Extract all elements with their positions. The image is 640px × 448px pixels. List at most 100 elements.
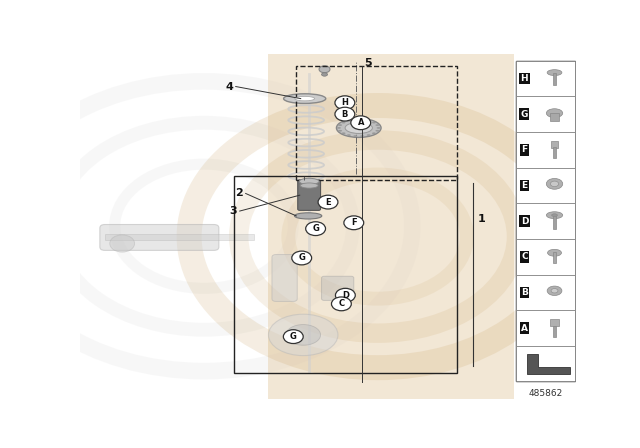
Ellipse shape bbox=[352, 120, 359, 125]
Ellipse shape bbox=[342, 133, 346, 134]
Ellipse shape bbox=[337, 118, 381, 138]
Ellipse shape bbox=[300, 178, 319, 185]
Bar bbox=[553, 252, 556, 263]
Ellipse shape bbox=[372, 133, 376, 134]
Circle shape bbox=[292, 251, 312, 265]
Bar bbox=[516, 60, 575, 96]
Ellipse shape bbox=[551, 289, 558, 293]
Ellipse shape bbox=[376, 130, 380, 132]
Bar bbox=[234, 176, 457, 373]
Bar bbox=[516, 132, 575, 168]
Ellipse shape bbox=[360, 119, 364, 121]
Ellipse shape bbox=[367, 134, 371, 136]
Bar bbox=[516, 168, 575, 203]
FancyBboxPatch shape bbox=[321, 276, 354, 301]
Ellipse shape bbox=[547, 109, 563, 117]
Circle shape bbox=[306, 222, 326, 236]
FancyBboxPatch shape bbox=[272, 254, 297, 302]
Text: G: G bbox=[290, 332, 297, 341]
Ellipse shape bbox=[300, 183, 318, 188]
Ellipse shape bbox=[347, 120, 351, 121]
Text: D: D bbox=[521, 216, 528, 225]
Text: 2: 2 bbox=[235, 189, 243, 198]
FancyBboxPatch shape bbox=[550, 319, 559, 326]
Text: 485862: 485862 bbox=[529, 389, 563, 398]
Ellipse shape bbox=[547, 286, 562, 296]
Text: E: E bbox=[522, 181, 527, 190]
Text: C: C bbox=[339, 299, 344, 308]
Circle shape bbox=[335, 96, 355, 110]
Bar bbox=[552, 73, 557, 85]
Text: F: F bbox=[351, 218, 356, 227]
Ellipse shape bbox=[295, 96, 315, 101]
Bar bbox=[516, 203, 575, 239]
Ellipse shape bbox=[284, 94, 326, 103]
Bar bbox=[105, 234, 253, 240]
Circle shape bbox=[284, 330, 303, 344]
Bar bbox=[553, 147, 556, 158]
Ellipse shape bbox=[547, 212, 563, 219]
Text: H: H bbox=[341, 98, 348, 107]
Ellipse shape bbox=[367, 120, 371, 121]
FancyBboxPatch shape bbox=[298, 180, 321, 211]
Text: 1: 1 bbox=[478, 214, 486, 224]
Bar bbox=[269, 54, 514, 399]
Text: A: A bbox=[358, 118, 364, 127]
Ellipse shape bbox=[345, 122, 372, 134]
Ellipse shape bbox=[337, 127, 341, 129]
Circle shape bbox=[110, 235, 134, 252]
Text: G: G bbox=[521, 110, 528, 119]
Ellipse shape bbox=[360, 135, 364, 137]
Bar bbox=[296, 66, 457, 180]
Circle shape bbox=[335, 289, 355, 302]
Circle shape bbox=[332, 297, 351, 311]
Ellipse shape bbox=[353, 119, 357, 121]
Ellipse shape bbox=[548, 250, 561, 256]
Bar bbox=[516, 96, 575, 132]
Ellipse shape bbox=[347, 134, 351, 136]
Ellipse shape bbox=[547, 69, 562, 76]
Text: 4: 4 bbox=[226, 82, 234, 91]
Text: B: B bbox=[521, 288, 528, 297]
Text: G: G bbox=[298, 254, 305, 263]
Polygon shape bbox=[527, 353, 570, 374]
FancyBboxPatch shape bbox=[551, 141, 558, 148]
Text: E: E bbox=[325, 198, 331, 207]
Text: 3: 3 bbox=[229, 206, 237, 216]
Bar bbox=[553, 215, 556, 229]
Text: B: B bbox=[342, 110, 348, 119]
Ellipse shape bbox=[376, 127, 381, 129]
Ellipse shape bbox=[319, 66, 330, 73]
Ellipse shape bbox=[321, 73, 328, 76]
Ellipse shape bbox=[550, 181, 559, 187]
Text: 5: 5 bbox=[364, 58, 371, 69]
Bar bbox=[516, 310, 575, 346]
Text: D: D bbox=[342, 291, 349, 300]
Text: A: A bbox=[521, 323, 528, 332]
Ellipse shape bbox=[552, 214, 557, 216]
FancyBboxPatch shape bbox=[550, 113, 559, 121]
Circle shape bbox=[335, 107, 355, 121]
Circle shape bbox=[318, 195, 338, 209]
Ellipse shape bbox=[353, 135, 357, 137]
Ellipse shape bbox=[372, 122, 376, 124]
Text: C: C bbox=[521, 252, 528, 261]
Bar bbox=[516, 346, 575, 382]
Text: H: H bbox=[520, 74, 528, 83]
Ellipse shape bbox=[269, 314, 338, 356]
Circle shape bbox=[344, 216, 364, 230]
Text: F: F bbox=[522, 145, 527, 154]
Bar bbox=[516, 239, 575, 275]
Circle shape bbox=[351, 116, 371, 129]
Ellipse shape bbox=[286, 324, 321, 345]
Text: G: G bbox=[312, 224, 319, 233]
Ellipse shape bbox=[338, 130, 342, 132]
Bar bbox=[516, 60, 575, 382]
Ellipse shape bbox=[376, 124, 380, 126]
Ellipse shape bbox=[547, 178, 563, 189]
Ellipse shape bbox=[338, 124, 342, 126]
Ellipse shape bbox=[294, 213, 322, 219]
Ellipse shape bbox=[342, 122, 346, 124]
Bar bbox=[553, 326, 556, 337]
FancyBboxPatch shape bbox=[100, 224, 219, 250]
